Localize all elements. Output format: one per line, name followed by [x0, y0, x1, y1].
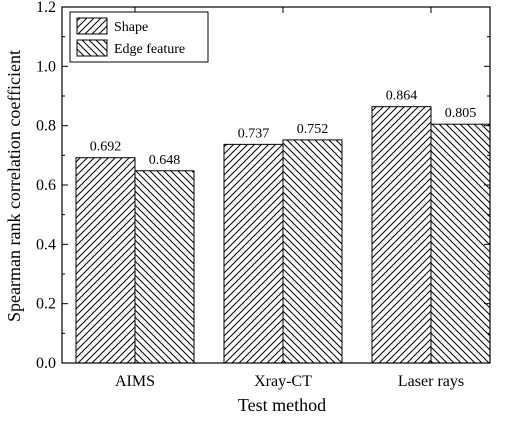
y-tick-label: 0.2 [36, 296, 56, 313]
data-label: 0.737 [238, 126, 270, 141]
x-tick-label: AIMS [115, 373, 155, 390]
data-label: 0.864 [386, 89, 418, 104]
bar-edge-feature-xray-ct [282, 139, 343, 364]
legend-label: Shape [114, 20, 148, 35]
data-label: 0.648 [149, 153, 181, 168]
y-tick-label: 1.0 [36, 58, 56, 75]
legend-swatch-edge-feature [76, 39, 108, 57]
bar-edge-feature-aims [134, 170, 195, 364]
y-tick-label: 0.8 [36, 118, 56, 135]
bar-edge-feature-laser-rays [430, 123, 491, 364]
x-axis-title: Test method [238, 395, 326, 415]
y-tick-label: 0.6 [36, 177, 56, 194]
y-tick-label: 1.2 [36, 0, 56, 16]
legend-label: Edge feature [114, 42, 185, 57]
y-axis-title: Spearman rank correlation coefficient [4, 50, 24, 322]
bar-shape-aims [75, 157, 136, 364]
bar-shape-laser-rays [371, 106, 432, 364]
legend-swatch-shape [76, 17, 108, 35]
bar-shape-xray-ct [223, 143, 284, 364]
data-label: 0.692 [90, 140, 122, 155]
data-label: 0.805 [445, 106, 477, 121]
x-tick-label: Laser rays [398, 373, 464, 390]
y-tick-label: 0.0 [36, 355, 56, 372]
x-tick-label: Xray-CT [254, 373, 312, 390]
y-tick-label: 0.4 [36, 236, 56, 253]
data-label: 0.752 [297, 122, 329, 137]
